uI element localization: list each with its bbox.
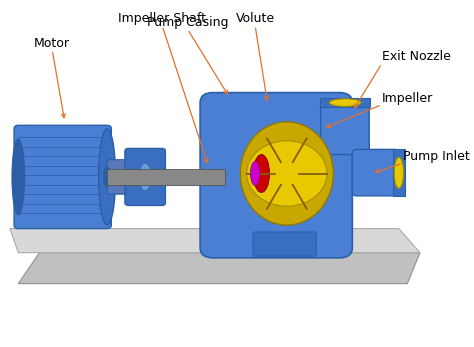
Ellipse shape [12,139,25,215]
FancyBboxPatch shape [253,232,317,256]
Bar [393,150,405,196]
Text: Impeller: Impeller [382,92,433,105]
Text: Impeller Shaft: Impeller Shaft [118,12,206,25]
Text: Pump Inlet: Pump Inlet [403,150,470,163]
Ellipse shape [240,122,333,225]
Ellipse shape [254,154,270,193]
Ellipse shape [99,129,116,225]
Ellipse shape [103,167,111,187]
Text: Exit Nozzle: Exit Nozzle [382,50,451,64]
Ellipse shape [329,99,361,107]
FancyBboxPatch shape [320,101,369,154]
Ellipse shape [139,163,152,191]
Polygon shape [10,229,420,253]
FancyBboxPatch shape [107,160,132,194]
Wedge shape [246,141,327,206]
Text: Volute: Volute [236,12,274,25]
FancyBboxPatch shape [125,149,165,205]
Bar [107,169,226,185]
Ellipse shape [394,157,403,188]
Bar [320,98,370,108]
FancyBboxPatch shape [200,93,352,258]
Ellipse shape [250,161,260,186]
Polygon shape [18,253,420,283]
FancyBboxPatch shape [14,125,111,229]
FancyBboxPatch shape [352,150,399,196]
Text: Motor: Motor [34,36,70,50]
Text: Pump Casing: Pump Casing [146,16,228,29]
